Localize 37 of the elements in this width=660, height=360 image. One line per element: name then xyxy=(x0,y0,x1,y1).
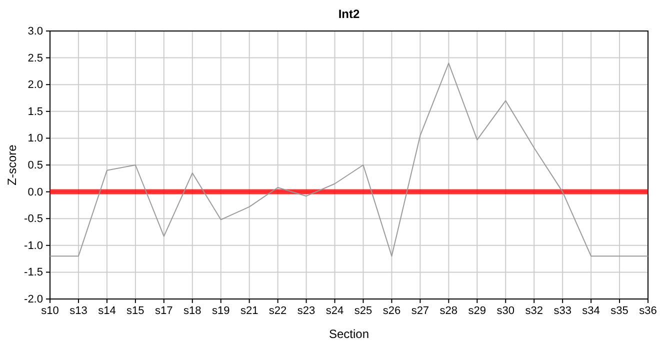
x-tick-label: s19 xyxy=(212,304,230,317)
y-tick-label: 0.0 xyxy=(28,186,43,198)
x-tick-label: s17 xyxy=(155,304,173,317)
x-tick-label: s35 xyxy=(610,304,628,317)
y-tick-label: 2.5 xyxy=(28,52,43,64)
y-tick-label: 0.5 xyxy=(28,160,43,172)
y-tick-label: 1.0 xyxy=(28,132,43,145)
y-tick-label: -2.0 xyxy=(24,294,43,306)
x-tick-label: s28 xyxy=(440,304,458,317)
x-tick-label: s34 xyxy=(582,304,600,317)
x-tick-label: s26 xyxy=(382,304,401,317)
y-tick-label: 1.5 xyxy=(28,106,43,118)
x-tick-label: s18 xyxy=(184,304,202,317)
x-tick-label: s23 xyxy=(297,304,316,317)
y-tick-label: 3.0 xyxy=(28,26,43,38)
y-tick-label: -1.0 xyxy=(24,240,43,252)
x-tick-label: s24 xyxy=(326,304,344,317)
y-axis-title: Z-score xyxy=(5,144,19,186)
x-tick-label: s27 xyxy=(411,304,430,317)
x-tick-label: s13 xyxy=(70,304,88,317)
x-tick-label: s36 xyxy=(639,304,657,317)
x-tick-label: s21 xyxy=(240,304,258,317)
chart-title: Int2 xyxy=(338,7,360,21)
x-axis-title: Section xyxy=(328,327,370,341)
x-tick-label: s33 xyxy=(554,304,572,317)
y-tick-label: -1.5 xyxy=(24,266,43,279)
x-tick-label: s14 xyxy=(98,304,116,317)
x-tick-label: s15 xyxy=(126,304,144,317)
y-tick-label: 2.0 xyxy=(28,79,43,92)
line-series xyxy=(50,62,648,257)
x-tick-label: s30 xyxy=(496,304,514,317)
x-tick-label: s25 xyxy=(354,304,372,317)
x-tick-label: s22 xyxy=(268,304,287,317)
x-tick-label: s10 xyxy=(41,304,59,317)
x-tick-label: s29 xyxy=(468,304,486,317)
y-tick-label: -0.5 xyxy=(24,213,43,226)
x-tick-label: s32 xyxy=(525,304,543,317)
